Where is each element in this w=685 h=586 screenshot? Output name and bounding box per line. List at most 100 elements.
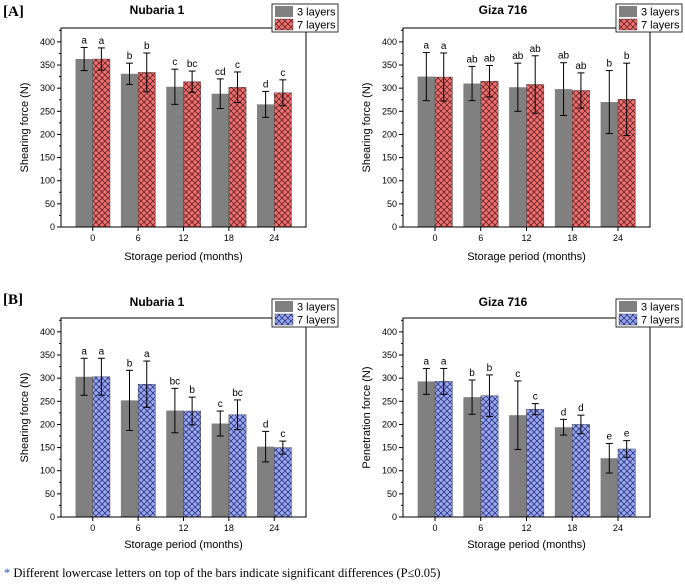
bar-7-layers-12: [183, 81, 201, 228]
y-tick-label: 50: [45, 199, 55, 209]
bar-7-layers-24: [274, 92, 292, 228]
y-tick-label: 300: [382, 373, 397, 383]
significance-letter: b: [144, 41, 150, 52]
x-tick-label: 0: [90, 523, 95, 533]
legend-label: 7 layers: [297, 20, 336, 32]
y-tick-label: 200: [382, 129, 397, 139]
bar-3-layers-24: [257, 104, 275, 227]
x-tick-label: 18: [567, 523, 577, 533]
x-tick-label: 24: [613, 523, 623, 533]
y-axis-label: Penetration force (N): [361, 366, 373, 468]
y-tick-label: 250: [382, 106, 397, 116]
x-axis-label: Storage period (months): [467, 539, 586, 551]
legend-label: 7 layers: [641, 20, 680, 32]
y-tick-label: 150: [40, 153, 55, 163]
x-tick-label: 6: [478, 233, 483, 243]
significance-letter: bc: [170, 376, 181, 387]
y-tick-label: 400: [382, 37, 397, 47]
significance-letter: a: [81, 346, 87, 357]
significance-letter: d: [578, 403, 584, 414]
significance-letter: b: [607, 59, 613, 70]
y-tick-label: 50: [387, 489, 397, 499]
significance-letter: bc: [232, 388, 243, 399]
chart-title: Giza 716: [479, 3, 528, 17]
x-tick-label: 12: [178, 233, 188, 243]
bar-3-layers-6: [120, 400, 139, 517]
bar-3-layers-12: [509, 87, 527, 227]
legend-label: 3 layers: [297, 302, 336, 314]
x-tick-label: 12: [521, 233, 531, 243]
significance-letter: b: [127, 358, 133, 369]
x-tick-label: 0: [433, 523, 438, 533]
y-tick-label: 250: [40, 396, 55, 406]
bar-3-layers-12: [166, 86, 184, 228]
y-axis-label: Shearing force (N): [361, 83, 373, 173]
chart-giza-3-7-blue: Giza 716 a b c d e a b c d e 0 50 100 150 200 250 300 350 4…: [361, 295, 683, 551]
bar-7-layers-12: [526, 408, 545, 518]
bar-3-layers-0: [75, 59, 93, 228]
bar-3-layers-0: [75, 376, 93, 517]
bar-7-layers-0: [92, 376, 111, 518]
y-tick-label: 100: [40, 176, 55, 186]
y-tick-label: 0: [50, 222, 55, 232]
y-tick-label: 200: [40, 419, 55, 429]
bar-3-layers-6: [463, 83, 481, 227]
bar-3-layers-18: [211, 93, 229, 227]
x-tick-label: 24: [613, 233, 623, 243]
significance-letter: a: [99, 346, 105, 357]
significance-letter: c: [280, 68, 285, 79]
significance-letter: b: [127, 51, 133, 62]
significance-letter: ab: [467, 54, 479, 65]
legend-swatch: [618, 18, 638, 31]
legend-label: 7 layers: [641, 315, 680, 327]
x-tick-label: 6: [136, 523, 141, 533]
significance-letter: bc: [187, 59, 198, 70]
bar-7-layers-18: [572, 424, 590, 518]
significance-letter: c: [172, 57, 177, 68]
bar-3-layers-0: [417, 76, 436, 228]
y-tick-label: 0: [392, 222, 397, 232]
legend-swatch: [274, 313, 294, 326]
y-tick-label: 100: [382, 466, 397, 476]
y-tick-label: 200: [40, 129, 55, 139]
y-tick-label: 350: [40, 350, 55, 360]
significance-letter: a: [424, 356, 430, 367]
bar-3-layers-18: [554, 89, 573, 227]
bar-7-layers-6: [480, 81, 499, 228]
chart-title: Giza 716: [479, 295, 528, 309]
significance-letter: ab: [530, 44, 542, 55]
legend-swatch: [618, 313, 638, 326]
x-axis-label: Storage period (months): [124, 539, 243, 551]
bar-3-layers-6: [120, 73, 139, 227]
significance-letter: c: [280, 429, 285, 440]
bar-7-layers-18: [572, 90, 590, 228]
significance-letter: a: [81, 35, 87, 46]
x-axis-label: Storage period (months): [467, 251, 586, 263]
y-tick-label: 400: [40, 327, 55, 337]
x-tick-label: 6: [136, 233, 141, 243]
y-axis-label: Shearing force (N): [19, 373, 31, 463]
y-tick-label: 350: [382, 350, 397, 360]
bar-3-layers-6: [463, 397, 481, 517]
bar-7-layers-6: [137, 72, 156, 228]
legend-swatch: [275, 6, 293, 17]
legend-label: 7 layers: [297, 315, 336, 327]
legend-label: 3 layers: [641, 302, 680, 314]
y-tick-label: 250: [40, 106, 55, 116]
significance-letter: a: [424, 41, 430, 52]
x-tick-label: 18: [224, 523, 234, 533]
y-tick-label: 0: [50, 512, 55, 522]
x-tick-label: 18: [567, 233, 577, 243]
bar-3-layers-12: [509, 415, 527, 517]
bar-3-layers-24: [600, 458, 618, 517]
y-tick-label: 300: [40, 83, 55, 93]
significance-letter: a: [441, 356, 447, 367]
x-tick-label: 0: [433, 233, 438, 243]
significance-letter: d: [561, 407, 567, 418]
y-tick-label: 300: [40, 373, 55, 383]
legend-swatch: [619, 6, 637, 17]
y-tick-label: 50: [45, 489, 55, 499]
significance-letter: c: [218, 399, 223, 410]
